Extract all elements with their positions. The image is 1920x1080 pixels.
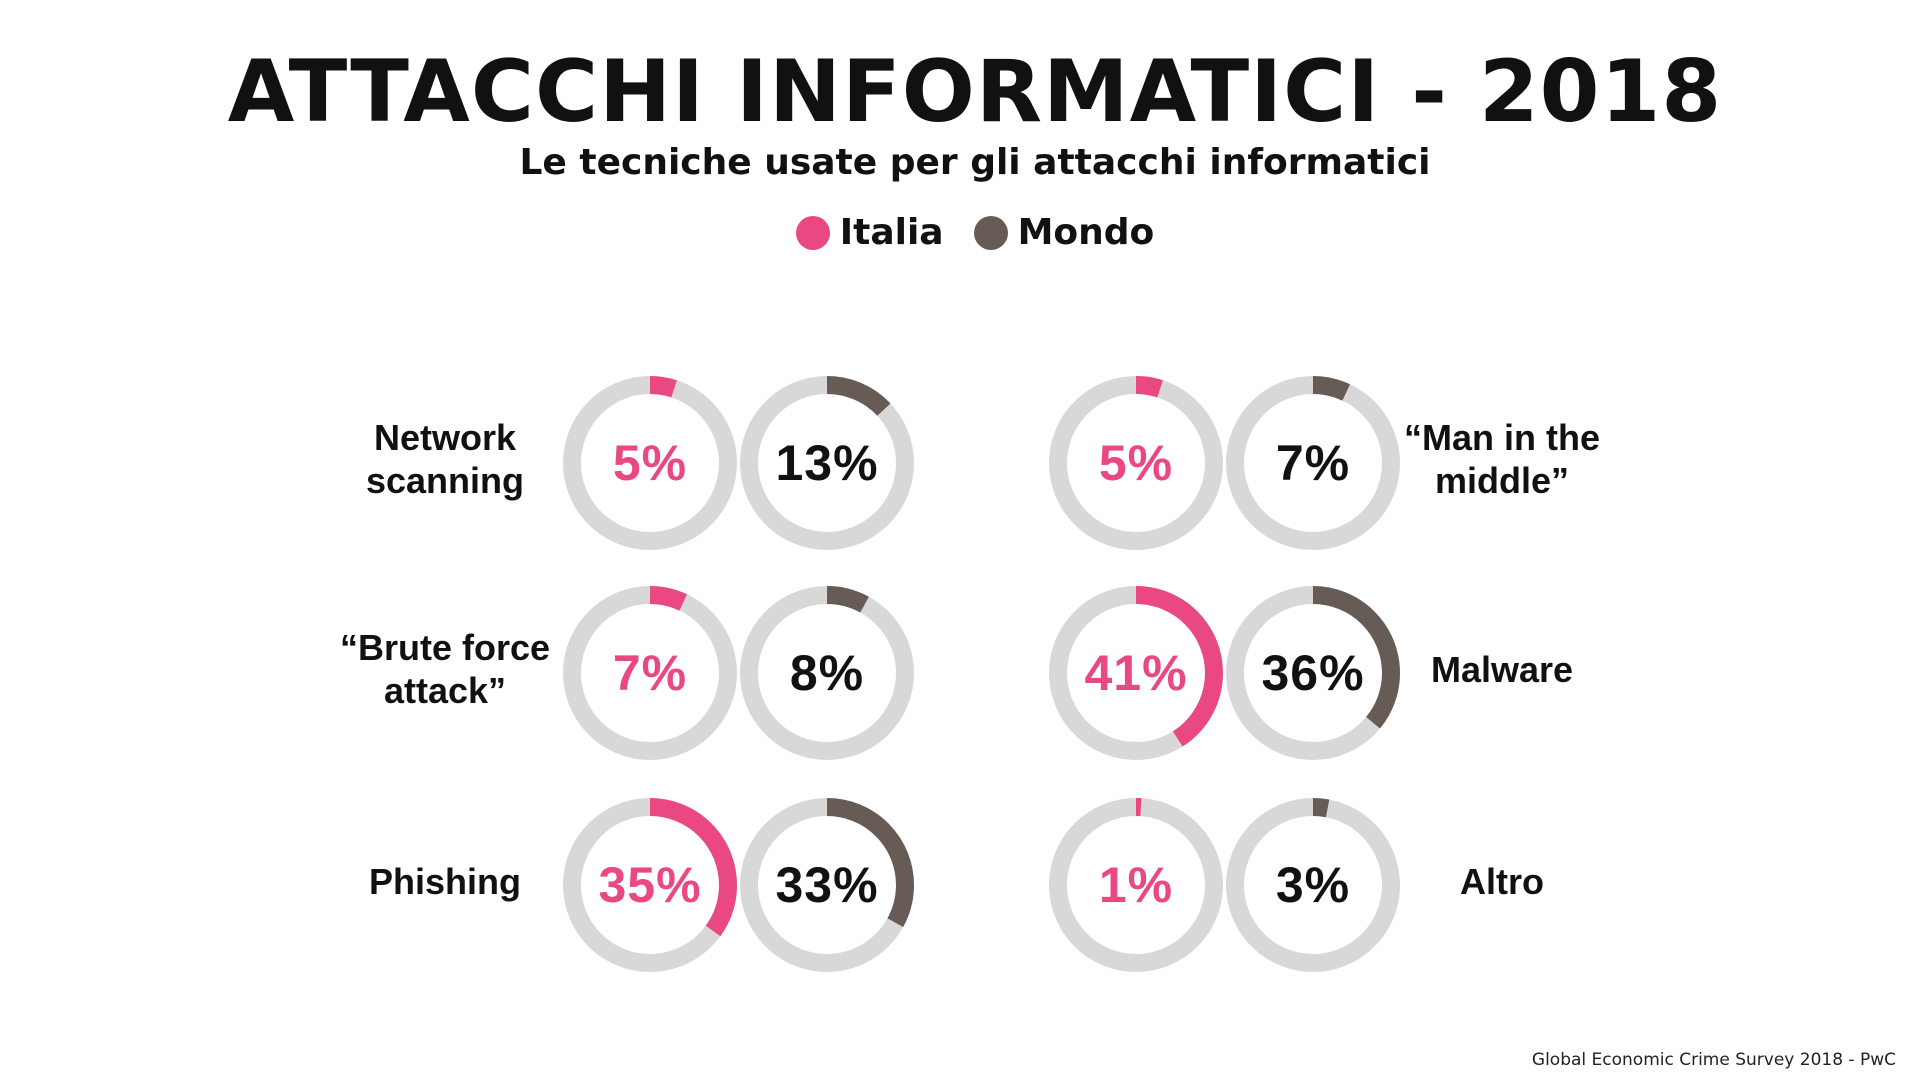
donut-italia-altro: 1%: [1046, 795, 1226, 975]
donut-italia-man-in-the-middle-arc: [1049, 376, 1223, 550]
donut-mondo-man-in-the-middle-value-label: 7%: [1275, 435, 1351, 491]
category-label-altro: Altro: [1382, 860, 1622, 903]
donut-italia-network-scanning-value-label: 5%: [612, 435, 688, 491]
legend-swatch-mondo: [973, 215, 1008, 250]
donut-italia-malware-value-label: 41%: [1084, 645, 1188, 701]
donut-italia-malware: 41%: [1046, 583, 1226, 763]
category-label-brute-force-attack-line: “Brute force: [339, 627, 551, 668]
category-label-phishing-line: Phishing: [369, 860, 521, 902]
category-label-phishing: Phishing: [325, 860, 565, 903]
category-label-malware-line: Malware: [1430, 648, 1574, 690]
category-label-man-in-the-middle-line: middle”: [1434, 460, 1569, 501]
donut-mondo-network-scanning: 13%: [737, 373, 917, 553]
donut-italia-brute-force-attack: 7%: [560, 583, 740, 763]
chart-title: ATTACCHI INFORMATICI - 2018: [227, 42, 1723, 142]
donut-mondo-phishing: 33%: [737, 795, 917, 975]
donut-italia-brute-force-attack-value-label: 7%: [612, 645, 688, 701]
category-label-altro-line: Altro: [1460, 860, 1544, 902]
donut-mondo-brute-force-attack-value-label: 8%: [789, 645, 865, 701]
donut-mondo-brute-force-attack: 8%: [737, 583, 917, 763]
donut-mondo-altro-arc: [1226, 798, 1400, 972]
legend-label-mondo: Mondo: [1017, 212, 1155, 253]
donut-mondo-phishing-value-label: 33%: [775, 857, 879, 913]
donut-mondo-altro-value-label: 3%: [1275, 857, 1351, 913]
donut-mondo-malware-arc: [1226, 586, 1400, 760]
legend-swatch-italia: [795, 215, 830, 250]
donut-italia-man-in-the-middle-value-label: 5%: [1098, 435, 1174, 491]
category-label-brute-force-attack: “Brute force attack”: [325, 626, 565, 712]
donut-mondo-network-scanning-value-label: 13%: [775, 435, 879, 491]
donut-mondo-phishing-arc: [740, 798, 914, 972]
donut-italia-man-in-the-middle: 5%: [1046, 373, 1226, 553]
donut-italia-phishing: 35%: [560, 795, 740, 975]
donut-mondo-brute-force-attack-arc: [740, 586, 914, 760]
donut-italia-malware-arc: [1049, 586, 1223, 760]
category-label-man-in-the-middle: “Man in the middle”: [1382, 416, 1622, 502]
donut-mondo-altro: 3%: [1223, 795, 1403, 975]
legend-item-mondo: Mondo: [973, 212, 1155, 253]
donut-italia-altro-arc: [1049, 798, 1223, 972]
donut-italia-network-scanning-arc: [563, 376, 737, 550]
donut-italia-phishing-arc: [563, 798, 737, 972]
source-note: Global Economic Crime Survey 2018 - PwC: [1531, 1050, 1896, 1070]
chart-subtitle: Le tecniche usate per gli attacchi infor…: [519, 142, 1431, 183]
donut-italia-brute-force-attack-arc: [563, 586, 737, 760]
donut-mondo-man-in-the-middle-arc: [1226, 376, 1400, 550]
category-label-network-scanning-line: scanning: [365, 460, 525, 501]
donut-mondo-network-scanning-arc: [740, 376, 914, 550]
donut-italia-network-scanning: 5%: [560, 373, 740, 553]
category-label-network-scanning-line: Network: [373, 417, 517, 458]
donut-mondo-malware: 36%: [1223, 583, 1403, 763]
category-label-brute-force-attack-line: attack”: [383, 670, 507, 711]
donut-italia-altro-value-label: 1%: [1098, 857, 1174, 913]
legend-label-italia: Italia: [839, 212, 944, 253]
legend-item-italia: Italia: [795, 212, 944, 253]
donut-mondo-malware-value-label: 36%: [1261, 645, 1365, 701]
donut-italia-phishing-value-label: 35%: [598, 857, 702, 913]
donut-mondo-man-in-the-middle: 7%: [1223, 373, 1403, 553]
category-label-network-scanning: Network scanning: [325, 416, 565, 502]
category-label-man-in-the-middle-line: “Man in the: [1404, 417, 1600, 458]
legend: Italia Mondo: [0, 212, 1920, 253]
category-label-malware: Malware: [1382, 648, 1622, 691]
